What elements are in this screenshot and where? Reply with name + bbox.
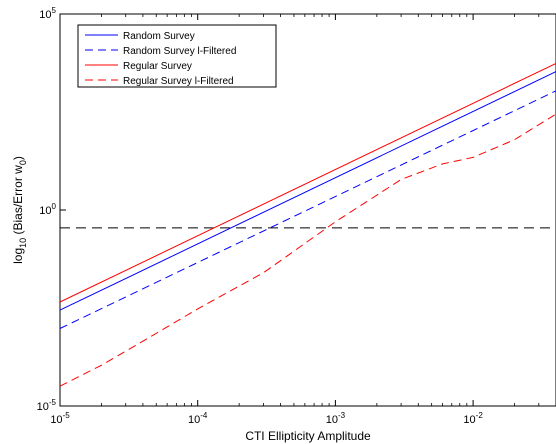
y-tick-label: 105 [39,6,56,21]
tick-layer: 10-5 10-4 10-3 10-2 10-5 100 105 [37,6,556,426]
legend-label-random-survey: Random Survey [123,31,195,42]
y-tick-label: 10-5 [37,398,57,413]
legend: Random Survey Random Survey l-Filtered R… [77,24,277,88]
legend-label-regular-survey-filtered: Regular Survey l-Filtered [123,76,234,87]
x-tick-label: 10-5 [50,411,70,426]
series-line-random-survey [59,71,556,311]
x-tick-label: 10-3 [326,411,346,426]
x-tick-label: 10-4 [188,411,208,426]
y-axis-label: log10 (Bias/Error w0) [11,156,28,264]
legend-label-random-survey-filtered: Random Survey l-Filtered [123,46,236,57]
legend-label-regular-survey: Regular Survey [123,61,192,72]
x-tick-label: 10-2 [463,411,483,426]
y-tick-label: 100 [39,202,56,217]
x-axis-label: CTI Ellipticity Amplitude [245,429,371,443]
series-layer [59,62,556,387]
series-line-random-survey-l-filtered [59,90,556,329]
series-line-regular-survey [59,62,556,303]
series-line-regular-survey-l-filtered [59,113,556,387]
